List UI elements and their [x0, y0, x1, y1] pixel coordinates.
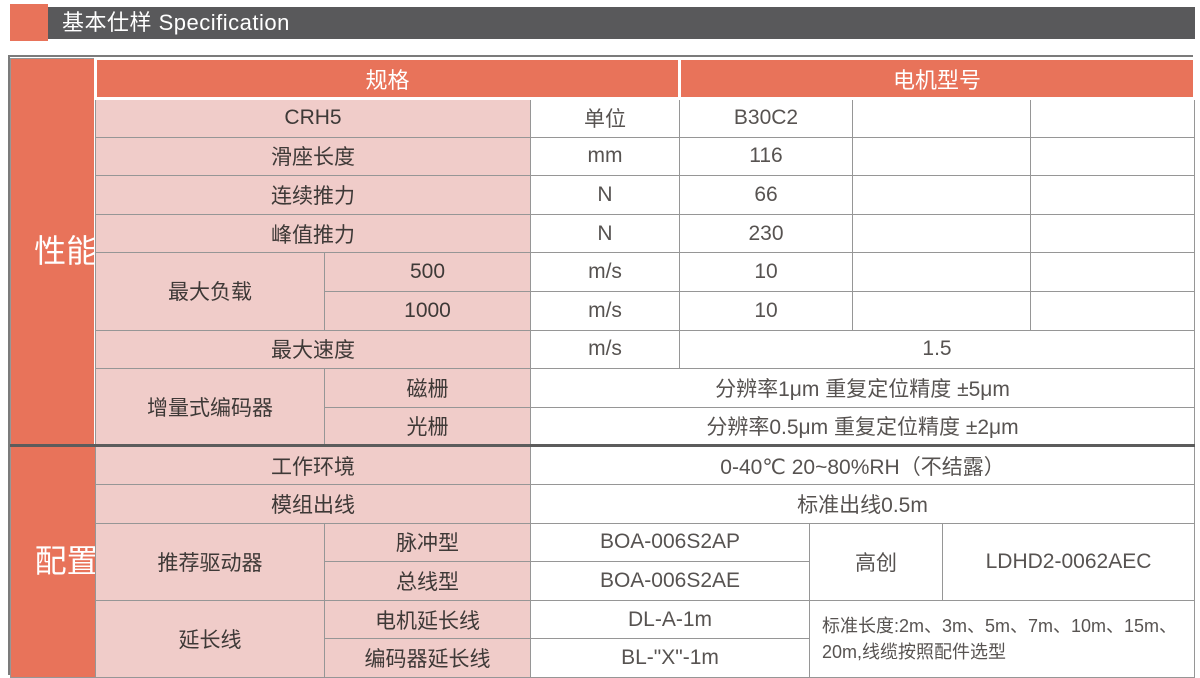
empty-cell [852, 213, 1031, 254]
row-module-cable-value: 标准出线0.5m [530, 483, 1195, 524]
row-max-speed: 最大速度 m/s 1.5 [11, 329, 1195, 370]
section-performance: 性能 [10, 57, 96, 447]
row-driver-bus-value: BOA-006S2AE [530, 561, 810, 601]
row-max-load-1000-value: 10 [679, 290, 853, 331]
driver-brand: 高创 [809, 522, 943, 601]
row-encoder-magnetic: 增量式编码器 磁栅 分辨率1μm 重复定位精度 ±5μm [11, 368, 1195, 447]
row-working-env-label: 工作环境 [95, 444, 531, 485]
row-extension-encoder: 编码器延长线 BL-"X"-1m [11, 638, 1195, 678]
section-title: 基本仕样 Specification [62, 10, 290, 35]
row-encoder-sub-optical: 光栅 [324, 406, 531, 447]
row-slide-length-label: 滑座长度 [95, 136, 531, 177]
row-series-label: CRH5 [95, 98, 531, 138]
row-max-load-sub-1000: 1000 [324, 290, 531, 331]
row-slide-length: 滑座长度 mm 116 [11, 136, 1195, 177]
row-series: CRH5 单位 B30C2 [11, 98, 1195, 138]
empty-cell [1030, 213, 1195, 254]
row-extension-encoder-value: BL-"X"-1m [530, 638, 810, 678]
section-configuration: 配置 [10, 444, 96, 678]
row-driver-pulse-value: BOA-006S2AP [530, 522, 810, 563]
row-max-load-500-unit: m/s [530, 252, 680, 292]
row-continuous-force-value-1: 66 [679, 175, 853, 215]
empty-cell [852, 175, 1031, 215]
row-driver-pulse: 推荐驱动器 脉冲型 BOA-006S2AP 高创 LDHD2-0062AEC [11, 522, 1195, 601]
empty-cell [852, 98, 1031, 138]
empty-cell [852, 290, 1031, 331]
section-performance-label: 性能 [34, 232, 96, 269]
row-module-cable: 模组出线 标准出线0.5m [11, 483, 1195, 524]
row-encoder-magnetic-value: 分辨率1μm 重复定位精度 ±5μm [530, 368, 1195, 408]
spec-table: 性能 规格 电机型号 CRH5 单位 B30C2 滑座长度 mm 116 连续推… [10, 57, 1196, 678]
section-configuration-label: 配置 [34, 543, 96, 580]
row-series-unit: 单位 [530, 98, 680, 138]
row-encoder-label: 增量式编码器 [95, 368, 325, 447]
table-header-row: 性能 规格 电机型号 [10, 57, 1196, 447]
row-encoder-sub-magnetic: 磁栅 [324, 368, 531, 408]
extension-length-note: 标准长度:2m、3m、5m、7m、10m、15m、20m,线缆按照配件选型 [809, 599, 1195, 678]
row-max-load-sub-500: 500 [324, 252, 531, 292]
row-working-env-value: 0-40℃ 20~80%RH（不结露） [530, 444, 1195, 485]
row-peak-force-unit: N [530, 213, 680, 254]
row-max-load-label: 最大负载 [95, 252, 325, 331]
row-slide-length-value-1: 116 [679, 136, 853, 177]
empty-cell [1030, 98, 1195, 138]
row-peak-force-value-1: 230 [679, 213, 853, 254]
row-extension-sub-motor: 电机延长线 [324, 599, 531, 640]
section-title-bar: 基本仕样 Specification [48, 7, 1195, 39]
row-max-speed-label: 最大速度 [95, 329, 531, 370]
row-driver-sub-bus: 总线型 [324, 561, 531, 601]
row-max-load-500: 最大负载 500 m/s 10 [11, 252, 1195, 331]
row-max-speed-value: 1.5 [679, 329, 1195, 370]
row-series-value-1: B30C2 [679, 98, 853, 138]
row-continuous-force: 连续推力 N 66 [11, 175, 1195, 215]
driver-brand-model: LDHD2-0062AEC [942, 522, 1195, 601]
empty-cell [1030, 290, 1195, 331]
row-peak-force-label: 峰值推力 [95, 213, 531, 254]
row-peak-force: 峰值推力 N 230 [11, 213, 1195, 254]
row-slide-length-unit: mm [530, 136, 680, 177]
row-max-load-500-value: 10 [679, 252, 853, 292]
column-header-spec: 规格 [94, 57, 681, 100]
row-extension-motor-value: DL-A-1m [530, 599, 810, 640]
row-max-load-1000-unit: m/s [530, 290, 680, 331]
row-encoder-optical-value: 分辨率0.5μm 重复定位精度 ±2μm [530, 406, 1195, 447]
row-working-env: 配置 工作环境 0-40℃ 20~80%RH（不结露） [10, 444, 1195, 678]
empty-cell [852, 136, 1031, 177]
row-driver-label: 推荐驱动器 [95, 522, 325, 601]
row-continuous-force-label: 连续推力 [95, 175, 531, 215]
row-driver-sub-pulse: 脉冲型 [324, 522, 531, 563]
empty-cell [852, 252, 1031, 292]
empty-cell [1030, 175, 1195, 215]
column-header-motor-model: 电机型号 [678, 57, 1196, 100]
row-module-cable-label: 模组出线 [95, 483, 531, 524]
empty-cell [1030, 252, 1195, 292]
row-max-speed-unit: m/s [530, 329, 680, 370]
row-extension-label: 延长线 [95, 599, 325, 678]
empty-cell [1030, 136, 1195, 177]
row-extension-motor: 延长线 电机延长线 DL-A-1m 标准长度:2m、3m、5m、7m、10m、1… [11, 599, 1195, 678]
spec-table-wrapper: 性能 规格 电机型号 CRH5 单位 B30C2 滑座长度 mm 116 连续推… [8, 55, 1196, 678]
row-encoder-optical: 光栅 分辨率0.5μm 重复定位精度 ±2μm [11, 406, 1195, 447]
row-extension-sub-encoder: 编码器延长线 [324, 638, 531, 678]
title-accent-square [10, 4, 48, 41]
row-continuous-force-unit: N [530, 175, 680, 215]
row-max-load-1000: 1000 m/s 10 [11, 290, 1195, 331]
row-driver-bus: 总线型 BOA-006S2AE [11, 561, 1195, 601]
